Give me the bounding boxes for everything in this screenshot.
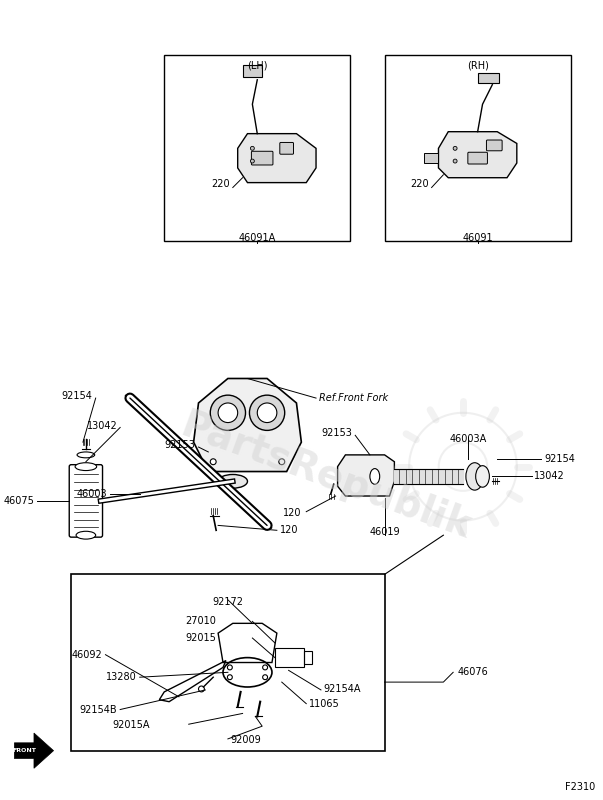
Text: 11065: 11065 bbox=[309, 698, 340, 709]
Circle shape bbox=[453, 159, 457, 163]
Bar bbox=[478, 73, 499, 82]
Circle shape bbox=[263, 665, 268, 670]
Text: 46075: 46075 bbox=[3, 496, 34, 506]
Bar bbox=[305, 650, 312, 665]
Circle shape bbox=[453, 146, 457, 150]
Text: 46091A: 46091A bbox=[239, 234, 276, 243]
Text: 92154: 92154 bbox=[62, 391, 93, 401]
Text: FRONT: FRONT bbox=[12, 748, 36, 753]
Text: 92009: 92009 bbox=[231, 735, 262, 745]
Text: 92172: 92172 bbox=[212, 597, 244, 607]
Bar bbox=[71, 574, 385, 750]
Circle shape bbox=[227, 665, 232, 670]
Circle shape bbox=[227, 674, 232, 680]
Ellipse shape bbox=[466, 462, 484, 490]
Ellipse shape bbox=[476, 466, 490, 487]
Text: 46091: 46091 bbox=[463, 234, 493, 243]
Circle shape bbox=[279, 459, 285, 465]
Text: Ref.Front Fork: Ref.Front Fork bbox=[319, 393, 388, 403]
Ellipse shape bbox=[77, 452, 95, 458]
Circle shape bbox=[210, 459, 216, 465]
Text: 46076: 46076 bbox=[458, 667, 489, 678]
FancyBboxPatch shape bbox=[487, 140, 502, 150]
Polygon shape bbox=[338, 455, 394, 496]
Bar bbox=[424, 154, 438, 163]
Ellipse shape bbox=[370, 469, 380, 484]
Bar bbox=[242, 65, 262, 77]
Text: 46092: 46092 bbox=[72, 650, 103, 660]
Text: 92154B: 92154B bbox=[80, 705, 117, 714]
Ellipse shape bbox=[76, 531, 96, 539]
Text: 46003: 46003 bbox=[77, 489, 107, 499]
Text: 46003A: 46003A bbox=[449, 434, 487, 444]
Polygon shape bbox=[14, 733, 54, 768]
Text: 27010: 27010 bbox=[185, 616, 216, 626]
Text: 220: 220 bbox=[410, 179, 429, 190]
Text: (LH): (LH) bbox=[247, 60, 268, 70]
Text: 92153: 92153 bbox=[321, 428, 352, 438]
Bar bbox=[164, 55, 350, 242]
Text: 120: 120 bbox=[280, 526, 298, 535]
FancyBboxPatch shape bbox=[468, 152, 487, 164]
Circle shape bbox=[257, 403, 277, 422]
Text: PartsRepublik: PartsRepublik bbox=[175, 406, 476, 546]
Text: 13280: 13280 bbox=[106, 672, 137, 682]
Text: 92015: 92015 bbox=[185, 633, 216, 643]
Circle shape bbox=[250, 159, 254, 163]
Text: F2310: F2310 bbox=[565, 782, 595, 792]
FancyBboxPatch shape bbox=[280, 142, 294, 154]
Text: 120: 120 bbox=[283, 508, 302, 518]
Polygon shape bbox=[238, 134, 316, 182]
Circle shape bbox=[218, 403, 238, 422]
Ellipse shape bbox=[218, 474, 247, 488]
Polygon shape bbox=[438, 132, 517, 178]
Text: 92154: 92154 bbox=[545, 454, 575, 464]
FancyBboxPatch shape bbox=[251, 151, 273, 165]
Circle shape bbox=[250, 395, 285, 430]
Text: 13042: 13042 bbox=[86, 421, 117, 430]
Polygon shape bbox=[125, 395, 272, 528]
Text: 13042: 13042 bbox=[534, 471, 565, 482]
Text: 92153: 92153 bbox=[165, 440, 195, 450]
Text: 92015A: 92015A bbox=[112, 720, 150, 730]
Text: 220: 220 bbox=[211, 179, 230, 190]
Bar bbox=[275, 648, 305, 667]
Ellipse shape bbox=[75, 462, 96, 470]
Text: (RH): (RH) bbox=[467, 60, 488, 70]
Circle shape bbox=[250, 146, 254, 150]
Circle shape bbox=[263, 674, 268, 680]
Text: 46019: 46019 bbox=[369, 527, 400, 537]
Bar bbox=[385, 55, 570, 242]
Circle shape bbox=[210, 395, 245, 430]
Text: 92154A: 92154A bbox=[324, 684, 361, 694]
Polygon shape bbox=[194, 378, 302, 471]
